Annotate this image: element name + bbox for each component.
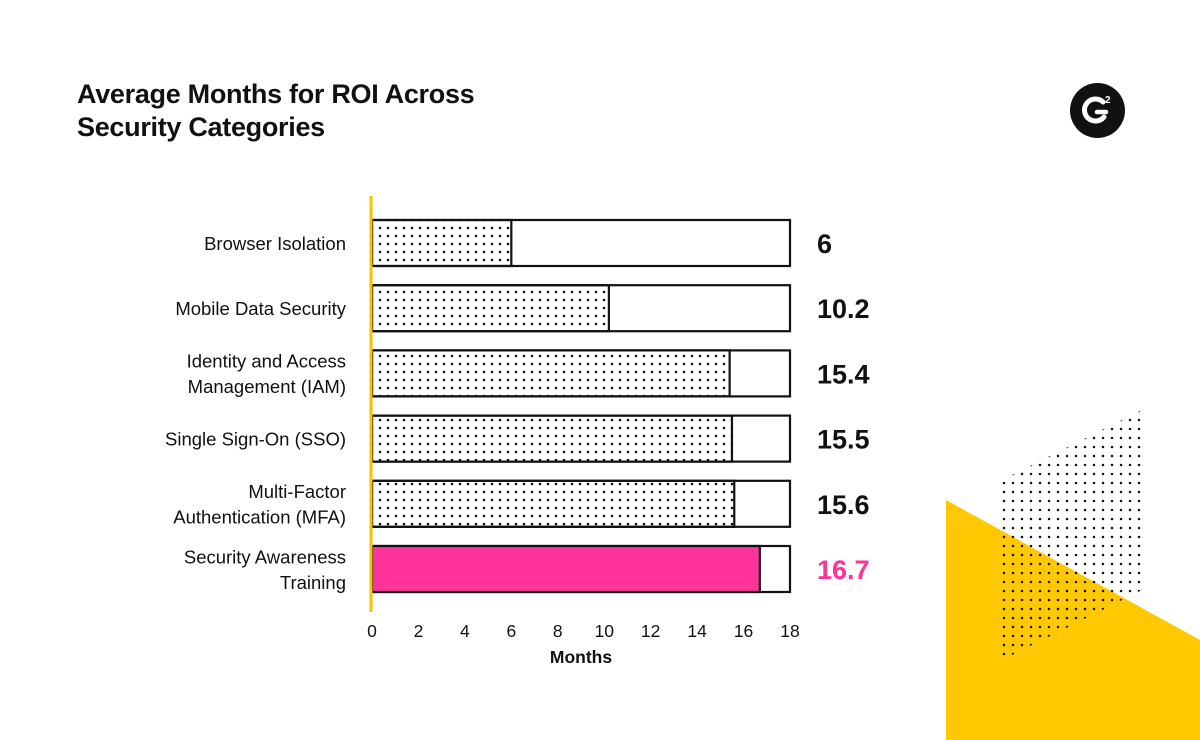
category-label: Multi-Factor [248, 481, 346, 502]
x-tick-label: 10 [594, 621, 614, 641]
data-label: 15.6 [817, 490, 870, 520]
x-tick-label: 4 [460, 621, 470, 641]
category-label: Identity and Access [187, 351, 346, 372]
x-tick-label: 16 [734, 621, 753, 641]
category-label: Authentication (MFA) [173, 507, 346, 528]
bar [370, 218, 513, 268]
chart-title-line-1: Average Months for ROI Across [77, 79, 475, 109]
chart-title-line-2: Security Categories [77, 112, 325, 142]
g2-logo-icon: 2 [1070, 83, 1125, 138]
data-label: 10.2 [817, 294, 870, 324]
category-label: Training [280, 572, 346, 593]
data-label: 6 [817, 229, 832, 259]
x-tick-label: 8 [553, 621, 563, 641]
decorative-dot-pattern [1002, 410, 1142, 660]
x-tick-label: 18 [780, 621, 799, 641]
data-label: 15.4 [817, 359, 870, 389]
data-label: 15.5 [817, 425, 870, 455]
x-tick-label: 0 [367, 621, 377, 641]
category-label: Management (IAM) [188, 376, 346, 397]
category-label: Security Awareness [184, 546, 346, 567]
chart-title: Average Months for ROI Across Security C… [77, 78, 475, 144]
bar [370, 479, 736, 528]
x-tick-label: 14 [687, 621, 707, 641]
x-tick-label: 6 [506, 621, 516, 641]
x-tick-label: 12 [641, 621, 660, 641]
data-label: 16.7 [817, 555, 870, 585]
x-tick-label: 2 [414, 621, 424, 641]
bar [370, 544, 761, 594]
svg-text:2: 2 [1105, 95, 1111, 106]
category-label: Mobile Data Security [175, 298, 346, 319]
decorative-background-shapes [946, 410, 1200, 740]
category-label: Single Sign-On (SSO) [165, 429, 346, 450]
bar [370, 284, 610, 333]
bar [370, 414, 734, 463]
category-label: Browser Isolation [204, 233, 346, 254]
x-axis-title: Months [550, 647, 612, 667]
bar [370, 349, 731, 398]
